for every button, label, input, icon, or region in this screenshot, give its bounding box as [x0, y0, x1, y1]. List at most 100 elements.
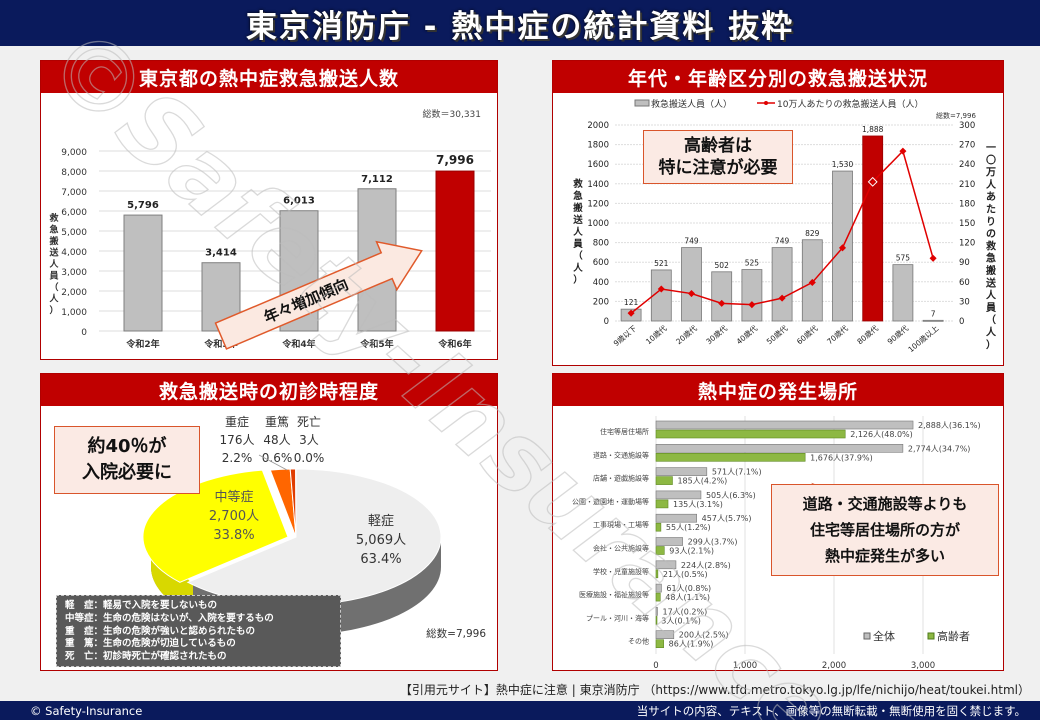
- svg-text:0: 0: [604, 317, 609, 327]
- elderly-warning-callout: 高齢者は 特に注意が必要: [643, 130, 793, 184]
- svg-text:185人(4.2%): 185人(4.2%): [677, 477, 727, 486]
- bar-all: [655, 607, 658, 616]
- svg-text:120: 120: [959, 239, 975, 249]
- svg-text:17人(0.2%): 17人(0.2%): [663, 607, 708, 616]
- svg-text:2000: 2000: [587, 121, 609, 131]
- svg-text:1,530: 1,530: [832, 160, 854, 169]
- svg-text:店舗・遊戯施設等: 店舗・遊戯施設等: [593, 474, 649, 483]
- svg-text:3人: 3人: [299, 433, 319, 447]
- svg-text:員: 員: [48, 271, 58, 282]
- svg-text:5,000: 5,000: [61, 228, 87, 238]
- callout-text: 約40％が: [87, 436, 167, 457]
- callout-text: 高齢者は: [684, 136, 752, 156]
- svg-text:3,000: 3,000: [61, 268, 87, 278]
- svg-text:人: 人: [986, 289, 997, 302]
- svg-text:死亡: 死亡: [297, 415, 321, 429]
- bar-elderly: [655, 452, 806, 462]
- trend-arrow: 年々増加傾向: [214, 240, 423, 350]
- svg-text:）: ）: [986, 338, 996, 351]
- svg-text:6,000: 6,000: [61, 208, 87, 218]
- bar: [123, 214, 163, 332]
- definition-item: 重 篤：生命の危険が切迫しているもの: [65, 638, 236, 650]
- bar-elderly: [655, 429, 846, 439]
- callout-text: 特に注意が必要: [658, 158, 778, 178]
- svg-text:0: 0: [653, 661, 658, 669]
- callout-text: 入院必要に: [82, 462, 172, 483]
- svg-text:全体: 全体: [873, 629, 895, 643]
- usage-notice: 当サイトの内容、テキスト、画像等の無断転載・無断使用を固く禁じます。: [636, 703, 1026, 718]
- svg-text:9歳以下: 9歳以下: [611, 323, 639, 349]
- svg-text:224人(2.8%): 224人(2.8%): [681, 561, 731, 570]
- svg-text:2,000: 2,000: [822, 661, 846, 669]
- bar-all: [655, 560, 677, 570]
- svg-text:21人(0.5%): 21人(0.5%): [663, 570, 708, 579]
- bar: [771, 247, 793, 322]
- svg-text:公園・遊園地・運動場等: 公園・遊園地・運動場等: [572, 497, 649, 506]
- bar-elderly: [655, 476, 673, 485]
- svg-text:急: 急: [573, 190, 583, 202]
- svg-text:1,000: 1,000: [733, 661, 757, 669]
- hospitalization-callout: 約40％が 入院必要に: [54, 426, 200, 494]
- svg-text:会社・公共施設等: 会社・公共施設等: [593, 544, 649, 553]
- svg-text:0.6%: 0.6%: [262, 451, 293, 465]
- svg-text:（: （: [49, 282, 58, 293]
- bar-elderly: [655, 639, 664, 648]
- svg-text:総数=7,996: 総数=7,996: [936, 111, 976, 120]
- svg-text:人: 人: [573, 262, 583, 274]
- svg-text:り: り: [986, 216, 996, 228]
- svg-text:525: 525: [745, 259, 760, 268]
- svg-text:万: 万: [985, 167, 996, 179]
- page-title: 東京消防庁 - 熱中症の統計資料 抜粋: [245, 8, 795, 45]
- svg-text:〇: 〇: [986, 153, 996, 166]
- svg-text:30歳代: 30歳代: [704, 323, 730, 347]
- svg-text:10万人あたりの救急搬送人員（人）: 10万人あたりの救急搬送人員（人）: [777, 98, 923, 110]
- age-group-panel: 年代・年齢区分別の救急搬送状況 救急搬送人員（人） 10万人あたりの救急搬送人員（…: [552, 60, 1004, 366]
- svg-text:人: 人: [48, 258, 59, 270]
- svg-text:749: 749: [775, 237, 790, 246]
- svg-text:7,000: 7,000: [61, 188, 87, 198]
- svg-text:7,112: 7,112: [361, 174, 393, 185]
- callout-text: 住宅等居住場所の方が: [809, 521, 960, 539]
- svg-text:5,796: 5,796: [127, 200, 159, 211]
- total-label: 総数＝30,331: [423, 108, 482, 120]
- svg-text:571人(7.1%): 571人(7.1%): [712, 468, 762, 477]
- panel-title: 東京都の熱中症救急搬送人数: [41, 61, 497, 93]
- svg-text:400: 400: [593, 278, 609, 288]
- bar-elderly: [655, 616, 658, 625]
- svg-text:（: （: [573, 250, 583, 262]
- severity-definitions: 軽 症：軽易で入院を要しないもの 中等症：生命の危険はないが、入院を要するもの …: [56, 595, 341, 667]
- svg-text:5,069人: 5,069人: [356, 533, 406, 548]
- svg-text:176人: 176人: [220, 433, 255, 447]
- svg-text:135人(3.1%): 135人(3.1%): [673, 500, 723, 509]
- svg-text:7: 7: [931, 309, 936, 318]
- svg-text:人: 人: [986, 178, 997, 191]
- svg-text:270: 270: [959, 141, 975, 151]
- svg-text:502: 502: [715, 261, 730, 270]
- svg-text:86人(1.9%): 86人(1.9%): [669, 640, 714, 649]
- bar-elderly: [655, 569, 659, 579]
- svg-text:人: 人: [573, 226, 583, 238]
- svg-text:200人(2.5%): 200人(2.5%): [679, 631, 729, 640]
- svg-text:救: 救: [49, 212, 59, 224]
- bar: [711, 271, 733, 322]
- svg-text:総数=7,996: 総数=7,996: [426, 627, 486, 640]
- svg-text:180: 180: [959, 199, 975, 209]
- svg-text:人: 人: [48, 293, 59, 305]
- svg-text:3人(0.1%): 3人(0.1%): [661, 616, 701, 625]
- svg-text:員: 員: [985, 302, 996, 314]
- definition-item: 軽 症：軽易で入院を要しないもの: [65, 600, 218, 611]
- svg-text:学校・児童施設等: 学校・児童施設等: [593, 567, 649, 576]
- svg-text:工事現場・工場等: 工事現場・工場等: [593, 520, 649, 529]
- bar-all: [655, 513, 697, 523]
- svg-text:搬: 搬: [986, 264, 996, 277]
- svg-text:）: ）: [49, 305, 58, 316]
- bar: [862, 135, 884, 322]
- svg-text:100歳以上: 100歳以上: [906, 323, 941, 355]
- svg-text:6,013: 6,013: [283, 196, 315, 207]
- svg-text:9,000: 9,000: [61, 148, 87, 158]
- svg-text:あ: あ: [986, 190, 996, 203]
- bar: [892, 264, 914, 322]
- svg-text:急: 急: [986, 252, 996, 265]
- severity-panel: 救急搬送時の初診時程度 軽症 5,069人 63.4% 中等症 2,700人 33.8% 重…: [40, 373, 498, 671]
- svg-text:210: 210: [959, 180, 975, 190]
